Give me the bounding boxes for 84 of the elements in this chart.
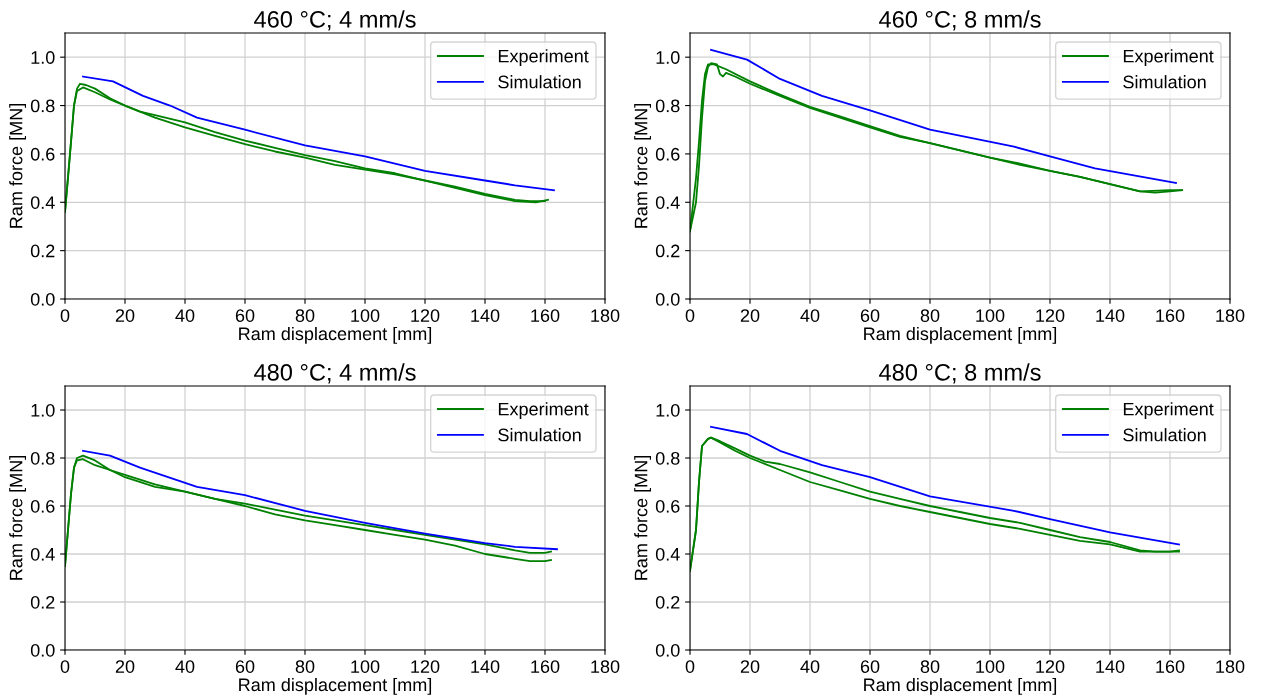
y-tick-label: 0.4 <box>30 196 55 209</box>
y-tick-label: 0.6 <box>30 147 55 161</box>
legend-label: Simulation <box>498 428 581 442</box>
x-tick-label: 20 <box>740 660 760 673</box>
x-tick-label: 60 <box>235 309 255 322</box>
x-axis-title: Ram displacement [mm] <box>864 677 1057 695</box>
legend-label: Simulation <box>1123 428 1206 442</box>
y-tick-label: 0.6 <box>30 499 55 513</box>
y-axis-title: Ram force [MN] <box>9 104 27 228</box>
y-tick-label: 0.0 <box>655 643 680 657</box>
x-tick-label: 80 <box>920 660 940 673</box>
x-tick-label: 60 <box>860 309 880 322</box>
y-tick-label: 0.0 <box>30 292 55 306</box>
y-axis-title: Ram force [MN] <box>634 456 652 580</box>
y-tick-label: 0.2 <box>30 244 55 258</box>
x-axis-title: Ram displacement [mm] <box>239 677 432 695</box>
x-tick-label: 40 <box>800 309 820 322</box>
chart-title: 480 °C; 4 mm/s <box>254 363 416 384</box>
x-tick-label: 40 <box>175 660 195 673</box>
x-tick-label: 160 <box>1156 660 1185 673</box>
x-axis-title: Ram displacement [mm] <box>864 326 1057 344</box>
x-tick-label: 80 <box>295 660 315 673</box>
x-tick-label: 120 <box>1036 660 1065 673</box>
y-tick-label: 0.6 <box>655 499 680 513</box>
x-tick-label: 160 <box>1156 309 1185 322</box>
x-axis-title: Ram displacement [mm] <box>239 326 432 344</box>
x-tick-label: 100 <box>351 660 380 673</box>
x-tick-label: 140 <box>471 660 500 673</box>
chart-title: 480 °C; 8 mm/s <box>879 363 1041 384</box>
x-tick-label: 120 <box>411 309 440 322</box>
x-tick-label: 140 <box>1096 309 1125 322</box>
legend-label: Experiment <box>498 49 589 67</box>
y-tick-label: 0.2 <box>30 595 55 609</box>
chart-title: 460 °C; 8 mm/s <box>879 10 1041 31</box>
legend-label: Simulation <box>1123 75 1206 89</box>
y-tick-label: 0.0 <box>30 643 55 657</box>
x-tick-label: 20 <box>740 309 760 322</box>
legend-label: Simulation <box>498 75 581 89</box>
legend-label: Experiment <box>1123 402 1214 420</box>
x-tick-label: 160 <box>531 309 560 322</box>
x-tick-label: 0 <box>60 660 70 673</box>
y-axis-title: Ram force [MN] <box>9 456 27 580</box>
x-tick-label: 80 <box>295 309 315 322</box>
y-tick-label: 0.8 <box>655 451 680 465</box>
x-tick-label: 160 <box>531 660 560 673</box>
y-tick-label: 0.4 <box>655 547 680 561</box>
x-tick-label: 0 <box>685 660 695 673</box>
x-tick-label: 180 <box>1216 660 1245 673</box>
legend-label: Experiment <box>498 402 589 420</box>
legend-label: Experiment <box>1123 49 1214 67</box>
x-tick-label: 60 <box>235 660 255 673</box>
x-tick-label: 20 <box>115 309 135 322</box>
x-tick-label: 80 <box>920 309 940 322</box>
y-tick-label: 0.2 <box>655 244 680 258</box>
x-tick-label: 100 <box>976 309 1005 322</box>
y-tick-label: 1.0 <box>31 403 55 417</box>
y-tick-label: 0.4 <box>655 196 680 209</box>
y-tick-label: 0.8 <box>655 99 680 113</box>
y-tick-label: 0.2 <box>655 595 680 609</box>
x-tick-label: 180 <box>591 660 620 673</box>
y-tick-label: 1.0 <box>31 51 55 64</box>
y-tick-label: 1.0 <box>656 403 680 417</box>
y-tick-label: 0.4 <box>30 547 55 561</box>
y-tick-label: 0.8 <box>30 99 55 113</box>
y-tick-label: 0.6 <box>655 147 680 161</box>
chart-title: 460 °C; 4 mm/s <box>254 10 416 31</box>
x-tick-label: 100 <box>976 660 1005 673</box>
x-tick-label: 180 <box>1216 309 1245 322</box>
y-tick-label: 0.0 <box>655 292 680 306</box>
x-tick-label: 0 <box>685 309 695 322</box>
x-tick-label: 0 <box>60 309 70 322</box>
x-tick-label: 120 <box>411 660 440 673</box>
y-axis-title: Ram force [MN] <box>634 104 652 228</box>
x-tick-label: 140 <box>471 309 500 322</box>
y-tick-label: 0.8 <box>30 451 55 465</box>
x-tick-label: 40 <box>175 309 195 322</box>
x-tick-label: 40 <box>800 660 820 673</box>
x-tick-label: 20 <box>115 660 135 673</box>
x-tick-label: 60 <box>860 660 880 673</box>
x-tick-label: 140 <box>1096 660 1125 673</box>
x-tick-label: 100 <box>351 309 380 322</box>
x-tick-label: 120 <box>1036 309 1065 322</box>
y-tick-label: 1.0 <box>656 51 680 64</box>
x-tick-label: 180 <box>591 309 620 322</box>
